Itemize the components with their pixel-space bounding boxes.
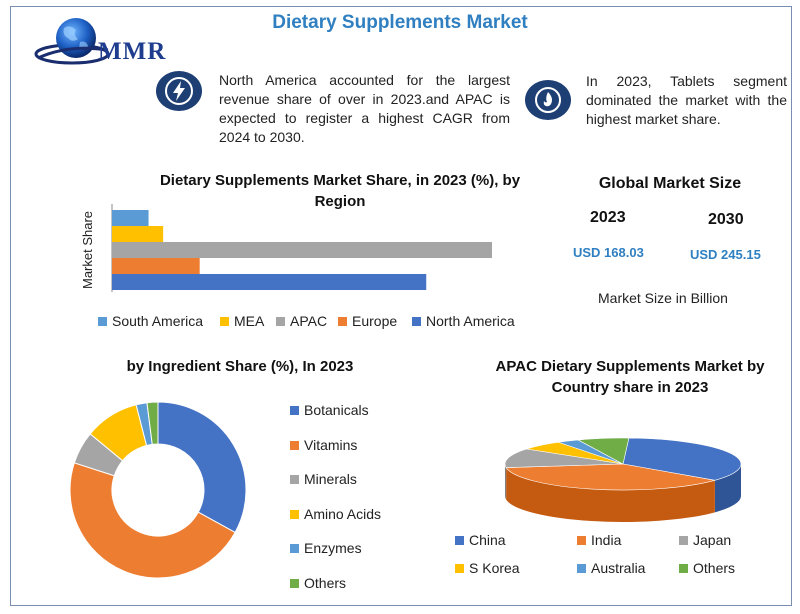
apac-legend: China India Japan S Korea Australia Others	[450, 532, 780, 584]
legend-minerals-label: Minerals	[304, 471, 357, 487]
legend-vitamins-label: Vitamins	[304, 436, 358, 453]
pie-side-china	[714, 464, 741, 513]
north-america-note: North America accounted for the largest …	[219, 72, 510, 145]
ingredient-chart-title: by Ingredient Share (%), In 2023	[126, 358, 354, 375]
legend-others-swatch	[290, 578, 299, 588]
ingredient-donut-chart	[69, 401, 247, 579]
legend-india-swatch	[577, 536, 586, 545]
legend-others: Others	[290, 575, 346, 591]
infographic-frame	[10, 6, 792, 606]
market-size-title: Global Market Size	[598, 175, 742, 192]
ingredient-legend: Botanicals Vitamins Minerals Amino Acids Enz…	[290, 402, 420, 592]
donut-slice-vitamins	[69, 462, 236, 579]
pie-slice-japan	[504, 448, 624, 468]
legend-others-label: Others	[304, 574, 347, 591]
legend-apac: APAC	[276, 313, 327, 329]
legend-mea-label: MEA	[234, 313, 265, 329]
legend-australia: Australia	[577, 560, 645, 576]
bar-europe	[112, 258, 200, 274]
pie-slice-india	[505, 463, 715, 491]
legend-india-label: India	[591, 532, 622, 548]
legend-europe: Europe	[338, 313, 397, 329]
legend-others: Others	[679, 560, 735, 576]
legend-china: China	[455, 532, 506, 548]
legend-north-america-label: North America	[426, 313, 515, 329]
legend-enzymes-swatch	[290, 544, 299, 553]
pie-side-india	[506, 467, 715, 522]
bar-apac	[112, 242, 492, 258]
legend-india: India	[577, 532, 621, 548]
mmr-logo	[34, 18, 110, 65]
apac-chart-title: APAC Dietary Supplements Market by Count…	[495, 358, 765, 396]
legend-japan-swatch	[679, 536, 688, 545]
legend-south-america-label: South America	[112, 313, 204, 329]
legend-amino-acids: Amino Acids	[290, 506, 381, 522]
lightning-icon	[165, 77, 193, 105]
legend-china-swatch	[455, 536, 464, 545]
legend-enzymes: Enzymes	[290, 540, 362, 556]
pie-side-japan	[505, 464, 507, 500]
legend-south-america: South America	[98, 313, 203, 329]
legend-amino-acids-label: Amino Acids	[304, 505, 382, 522]
legend-others-label: Others	[693, 560, 736, 576]
y-axis-label: Market Share	[80, 211, 95, 289]
flame-icon	[535, 87, 561, 113]
legend-amino-acids-swatch	[290, 509, 299, 519]
legend-china-label: China	[469, 532, 506, 548]
pie-slice-china	[622, 437, 742, 481]
legend-botanicals-label: Botanicals	[304, 402, 369, 418]
legend-s-korea-swatch	[455, 564, 464, 573]
tablets-note: In 2023, Tablets segment dominated the m…	[586, 73, 787, 127]
market-size-footnote: Market Size in Billion	[598, 290, 728, 306]
legend-others-swatch	[679, 564, 688, 573]
legend-botanicals: Botanicals	[290, 402, 369, 418]
legend-vitamins: Vitamins	[290, 437, 357, 453]
legend-north-america: North America	[412, 313, 515, 329]
legend-enzymes-label: Enzymes	[304, 540, 362, 556]
region-chart-title: Dietary Supplements Market Share, in 202…	[159, 172, 521, 210]
donut-slice-botanicals	[157, 401, 247, 534]
legend-mea: MEA	[220, 313, 264, 329]
lightning-badge	[156, 71, 202, 111]
legend-mea-swatch	[220, 317, 229, 326]
region-legend: South America MEA APAC Europe North America	[98, 313, 538, 333]
legend-minerals: Minerals	[290, 471, 357, 487]
legend-australia-swatch	[577, 564, 586, 573]
legend-japan-label: Japan	[693, 532, 732, 548]
logo-text: MMR	[98, 38, 167, 65]
legend-minerals-swatch	[290, 475, 299, 484]
page-title: Dietary Supplements Market	[272, 12, 528, 33]
legend-apac-swatch	[276, 317, 285, 326]
market-size-2030: USD 245.15	[690, 247, 761, 262]
legend-s-korea: S Korea	[455, 560, 520, 576]
bar-north-america	[112, 274, 427, 290]
year-2023: 2023	[590, 209, 626, 226]
legend-vitamins-swatch	[290, 440, 299, 450]
pie-slice-others	[577, 437, 630, 465]
year-2030: 2030	[708, 211, 744, 228]
legend-apac-label: APAC	[290, 313, 328, 329]
legend-europe-swatch	[338, 317, 347, 326]
legend-japan: Japan	[679, 532, 731, 548]
region-bar-chart: Market Share	[80, 204, 492, 292]
legend-s-korea-label: S Korea	[469, 560, 520, 576]
legend-south-america-swatch	[98, 317, 107, 326]
legend-australia-label: Australia	[591, 560, 646, 576]
apac-pie-chart	[504, 437, 742, 522]
market-size-2023: USD 168.03	[573, 245, 644, 260]
bar-mea	[112, 226, 164, 242]
flame-badge	[525, 80, 571, 120]
legend-botanicals-swatch	[290, 406, 299, 415]
legend-europe-label: Europe	[352, 313, 398, 329]
donut-slice-others	[146, 401, 159, 445]
legend-north-america-swatch	[412, 317, 421, 326]
bar-south-america	[112, 210, 149, 226]
